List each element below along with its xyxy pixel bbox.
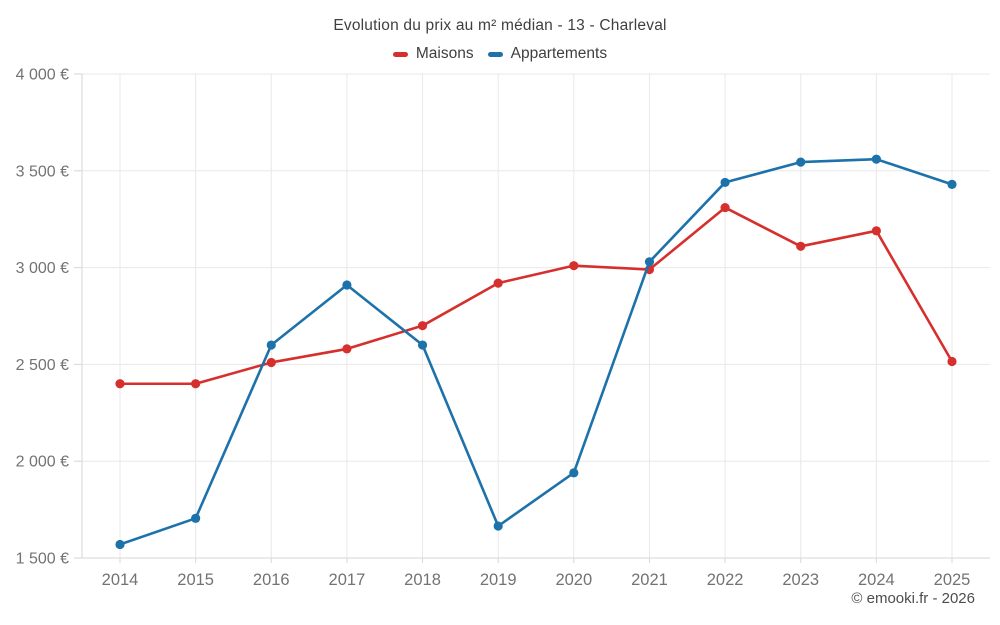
data-point-maisons-2023[interactable] [796, 241, 806, 251]
data-point-appartements-2016[interactable] [266, 340, 276, 350]
maisons-swatch-icon [392, 51, 408, 57]
data-point-appartements-2019[interactable] [493, 521, 503, 531]
y-axis-tick-label: 4 000 € [16, 67, 69, 84]
data-point-maisons-2017[interactable] [342, 344, 352, 354]
data-point-appartements-2024[interactable] [871, 154, 881, 164]
data-point-appartements-2020[interactable] [569, 468, 579, 478]
x-axis-tick-label: 2025 [934, 571, 971, 589]
appartements-swatch-icon [487, 51, 503, 57]
legend-item-maisons[interactable]: Maisons [392, 45, 474, 63]
x-axis-tick-label: 2014 [102, 571, 139, 589]
data-point-maisons-2022[interactable] [720, 202, 730, 213]
y-axis-tick-label: 2 000 € [16, 454, 69, 471]
legend-item-appartements[interactable]: Appartements [487, 45, 608, 63]
x-axis-tick-label: 2023 [782, 571, 819, 589]
data-point-appartements-2017[interactable] [342, 280, 352, 290]
x-axis-tick-label: 2016 [253, 571, 290, 589]
x-axis-tick-label: 2020 [555, 571, 592, 589]
x-axis-tick-label: 2022 [707, 571, 744, 589]
x-axis-tick-label: 2017 [329, 571, 366, 589]
x-axis-tick-label: 2015 [177, 571, 214, 589]
x-axis-tick-label: 2019 [480, 571, 517, 589]
y-axis-tick-label: 1 500 € [16, 551, 69, 568]
data-point-maisons-2016[interactable] [266, 357, 276, 368]
chart-title: Evolution du prix au m² médian - 13 - Ch… [333, 17, 667, 34]
y-axis-tick-label: 2 500 € [16, 357, 69, 374]
copyright-watermark: © emooki.fr - 2026 [851, 590, 975, 607]
data-point-maisons-2015[interactable] [191, 379, 201, 389]
data-point-maisons-2018[interactable] [417, 321, 428, 331]
series-line-maisons [118, 206, 954, 386]
x-axis-tick-label: 2018 [404, 571, 441, 589]
data-point-maisons-2019[interactable] [493, 278, 503, 288]
series-line-appartements [118, 157, 954, 546]
legend-label-maisons: Maisons [415, 45, 474, 62]
data-point-maisons-2020[interactable] [569, 261, 579, 271]
data-point-appartements-2023[interactable] [796, 157, 806, 167]
data-point-appartements-2018[interactable] [417, 340, 428, 350]
data-point-appartements-2021[interactable] [644, 257, 655, 267]
data-point-maisons-2025[interactable] [947, 356, 957, 367]
chart-legend: Maisons Appartements [0, 45, 1000, 63]
data-point-appartements-2014[interactable] [115, 539, 125, 550]
x-axis-tick-label: 2024 [858, 571, 895, 589]
legend-label-appartements: Appartements [510, 45, 608, 62]
y-axis-tick-label: 3 000 € [16, 260, 69, 277]
data-point-maisons-2024[interactable] [871, 226, 881, 236]
y-axis-tick-label: 3 500 € [16, 163, 69, 180]
data-point-appartements-2015[interactable] [191, 513, 201, 523]
data-point-maisons-2014[interactable] [115, 379, 125, 389]
x-axis-tick-label: 2021 [631, 571, 668, 589]
data-point-appartements-2025[interactable] [947, 179, 957, 189]
data-point-appartements-2022[interactable] [720, 177, 730, 188]
